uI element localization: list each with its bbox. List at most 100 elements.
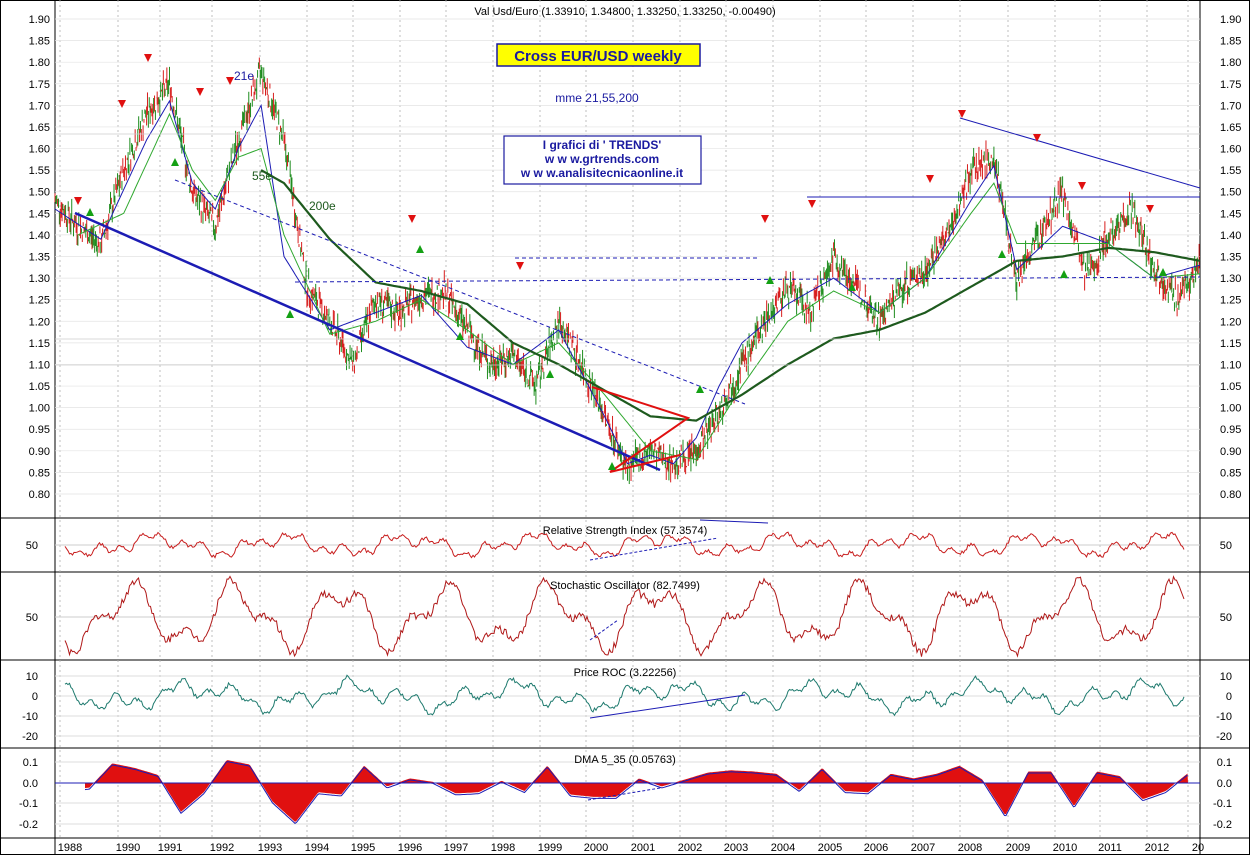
buy-arrow-icon [86,208,94,216]
ema200-label: 200e [309,199,336,213]
y-tick-right: 0.80 [1220,489,1241,501]
y-tick-right: 1.15 [1220,338,1241,350]
info-box-line: I grafici di ' TRENDS' [543,138,662,152]
info-box-line: w w w.analisitecnicaonline.it [520,166,683,180]
x-tick-label: 2008 [958,842,982,854]
roc-line-title: Price ROC (3.22256) [574,667,677,679]
ema-line-ema55e [77,112,1201,461]
dma-tick-left: -0.2 [19,819,38,831]
y-tick-left: 0.80 [29,489,50,501]
x-tick-label: 2011 [1098,842,1122,854]
y-tick-left: 1.20 [29,316,50,328]
buy-arrow-icon [416,245,424,253]
rsi-tick-right: 50 [1220,540,1232,552]
y-tick-right: 1.60 [1220,144,1241,156]
y-tick-right: 1.65 [1220,122,1241,134]
stoch-tick-left: 50 [26,612,38,624]
y-tick-right: 1.70 [1220,100,1241,112]
mme-label: mme 21,55,200 [555,91,639,105]
y-tick-left: 1.55 [29,165,50,177]
sell-arrow-icon [761,215,769,223]
y-tick-right: 1.00 [1220,403,1241,415]
sell-arrow-icon [118,100,126,108]
y-tick-left: 0.90 [29,446,50,458]
stoch-line [64,575,1185,658]
x-tick-label: 1995 [351,842,375,854]
x-tick-label: 2010 [1053,842,1077,854]
buy-arrow-icon [696,385,704,393]
y-tick-left: 1.00 [29,403,50,415]
stoch-line-title: Stochastic Oscillator (82.7499) [550,580,700,592]
y-tick-left: 0.85 [29,467,50,479]
ema21-label: 21e [234,69,254,83]
roc-tick-left: -10 [22,711,38,723]
title-box [496,43,701,67]
y-tick-left: 1.30 [29,273,50,285]
y-tick-left: 1.50 [29,187,50,199]
x-tick-label: 1988 [58,842,82,854]
y-tick-right: 1.35 [1220,252,1241,264]
x-tick-label: 1990 [116,842,140,854]
y-tick-left: 1.15 [29,338,50,350]
dma-tick-right: -0.1 [1213,798,1232,810]
sell-arrow-icon [74,197,82,205]
dma-title: DMA 5_35 (0.05763) [574,754,676,766]
dma-line [84,761,1188,825]
dma-tick-right: 0.1 [1217,757,1232,769]
sell-arrow-icon [196,88,204,96]
roc-tick-left: 10 [26,671,38,683]
x-tick-label: 1997 [444,842,468,854]
x-tick-label: 2005 [818,842,842,854]
y-tick-left: 0.95 [29,424,50,436]
x-tick-label: 2012 [1145,842,1169,854]
triangle-pattern [591,386,691,473]
x-tick-label: 2001 [631,842,655,854]
y-tick-left: 1.85 [29,36,50,48]
ema-line-ema200e [260,169,1201,422]
y-tick-left: 1.75 [29,79,50,91]
buy-arrow-icon [546,370,554,378]
roc-tick-right: 10 [1220,671,1232,683]
y-tick-right: 1.75 [1220,79,1241,91]
x-tick-label: 2007 [911,842,935,854]
y-tick-right: 0.95 [1220,424,1241,436]
dma-tick-right: 0.0 [1217,778,1232,790]
stoch-tick-right: 50 [1220,612,1232,624]
dma-area [85,760,1188,822]
chart-header: Val Usd/Euro (1.33910, 1.34800, 1.33250,… [474,6,775,18]
rsi-line [64,531,1185,559]
x-tick-label: 1994 [305,842,329,854]
x-tick-label: 2000 [584,842,608,854]
roc-tick-right: -10 [1216,711,1232,723]
y-tick-right: 1.50 [1220,187,1241,199]
x-tick-label: 2002 [678,842,702,854]
buy-arrow-icon [1060,270,1068,278]
dma-tick-left: 0.1 [23,757,38,769]
sell-arrow-icon [1033,134,1041,142]
buy-arrow-icon [171,158,179,166]
info-box [503,135,702,185]
x-tick-label: 1999 [538,842,562,854]
dma-tick-right: -0.2 [1213,819,1232,831]
sell-arrow-icon [808,200,816,208]
x-tick-label: 1996 [398,842,422,854]
sell-arrow-icon [1146,205,1154,213]
sell-arrow-icon [516,262,524,270]
y-tick-right: 0.90 [1220,446,1241,458]
buy-arrow-icon [608,462,616,470]
y-tick-right: 1.30 [1220,273,1241,285]
ema55-label: 55e [252,169,272,183]
stoch-trendline [589,619,619,641]
x-tick-label: 2009 [1006,842,1030,854]
x-tick-label: 1991 [158,842,182,854]
x-tick-label: 2004 [771,842,795,854]
roc-tick-left: -20 [22,731,38,743]
buy-arrow-icon [766,276,774,284]
y-tick-left: 1.25 [29,295,50,307]
sell-arrow-icon [958,110,966,118]
buy-arrow-icon [1159,268,1167,276]
y-tick-left: 1.70 [29,100,50,112]
rsi-line-title: Relative Strength Index (57.3574) [543,525,708,537]
